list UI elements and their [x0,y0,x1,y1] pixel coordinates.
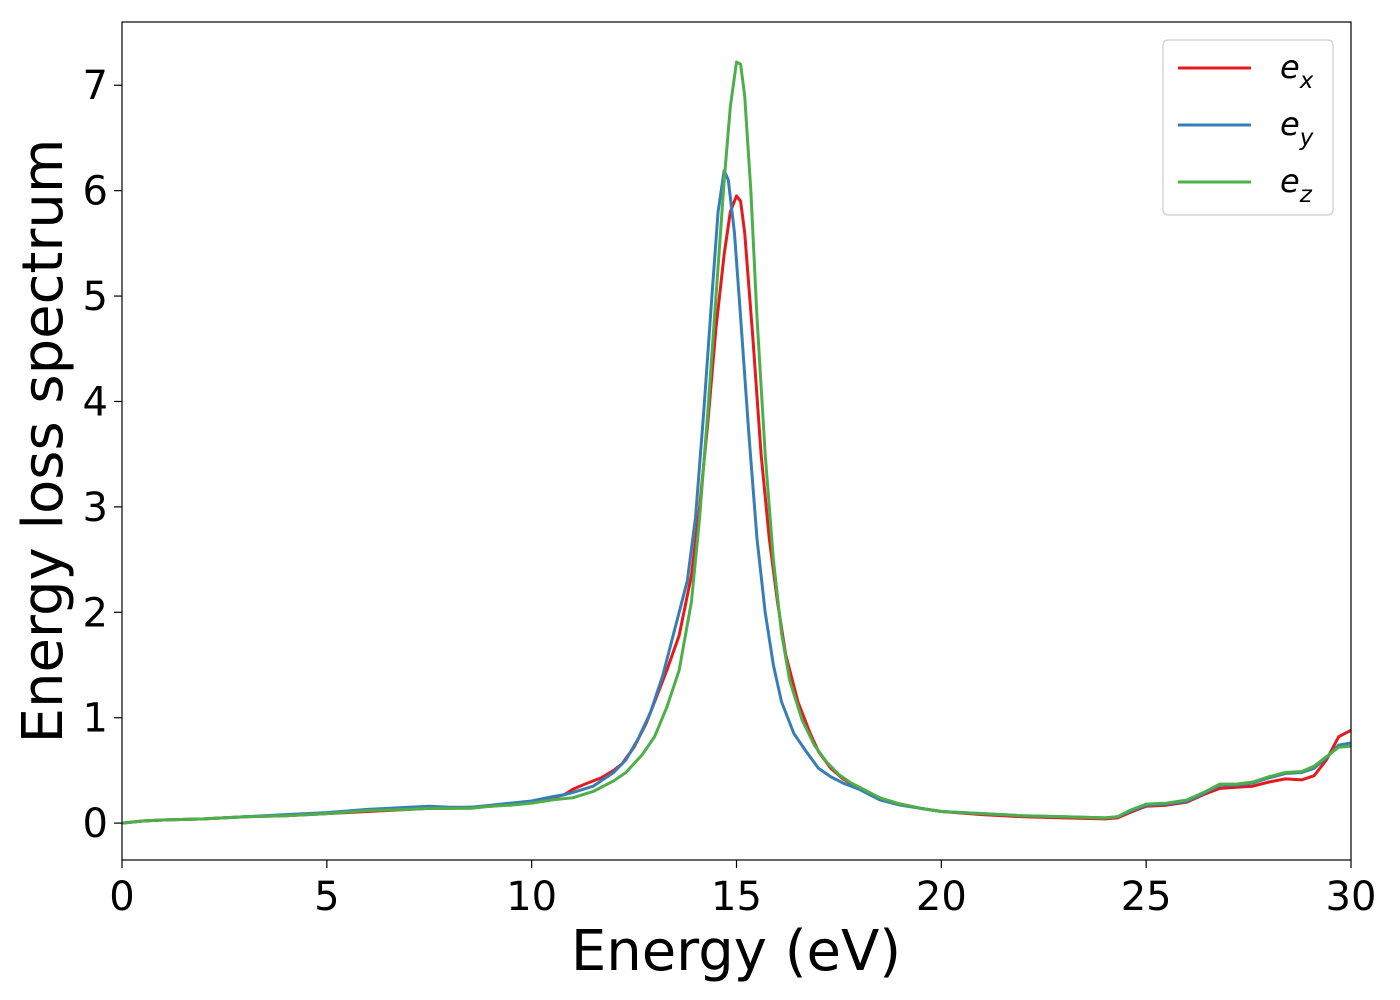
series-line-e-z [122,60,1351,825]
legend-box [1162,39,1334,216]
x-tick-label: 20 [916,874,967,920]
legend-label-subscript: x [1299,68,1314,94]
legend-label-base: e [1280,105,1300,143]
x-axis: 0 5 10 15 20 25 30 [109,860,1376,920]
y-tick-label: 3 [83,485,108,531]
y-tick-label: 7 [83,63,108,109]
y-tick-label: 2 [83,590,108,636]
x-tick-label: 15 [711,874,762,920]
y-axis-label: Energy loss spectrum [11,139,76,744]
x-tick-label: 30 [1326,874,1377,920]
y-tick-label: 6 [83,169,108,215]
x-tick-label: 5 [314,874,339,920]
series-layer [122,60,1351,825]
x-tick-label: 25 [1121,874,1172,920]
legend-label-base: e [1280,162,1300,200]
y-tick-label: 5 [83,274,108,320]
y-tick-label: 0 [83,801,108,847]
series-line-e-x [122,194,1351,825]
legend-label: ex [1280,48,1314,94]
legend-label: ey [1280,105,1314,151]
legend-label-base: e [1280,48,1300,86]
y-tick-label: 1 [83,696,108,742]
y-tick-label: 4 [83,379,108,425]
x-tick-label: 0 [109,874,134,920]
y-axis: 0 1 2 3 4 5 6 7 [83,63,122,847]
legend-label: ez [1280,162,1313,208]
x-tick-label: 10 [506,874,557,920]
legend-label-subscript: y [1299,125,1314,151]
series-line-e-y [122,169,1351,825]
legend-label-subscript: z [1299,182,1313,208]
x-axis-label: Energy (eV) [571,919,901,984]
